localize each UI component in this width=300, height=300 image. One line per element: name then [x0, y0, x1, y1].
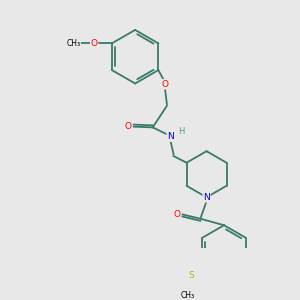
Text: O: O	[125, 122, 132, 131]
Text: N: N	[167, 132, 174, 141]
Text: O: O	[91, 39, 98, 48]
Text: N: N	[203, 193, 210, 202]
Text: O: O	[161, 80, 169, 89]
Text: CH₃: CH₃	[181, 291, 195, 300]
Text: H: H	[178, 127, 184, 136]
Text: S: S	[188, 271, 194, 280]
Text: O: O	[174, 210, 181, 219]
Text: CH₃: CH₃	[66, 39, 80, 48]
